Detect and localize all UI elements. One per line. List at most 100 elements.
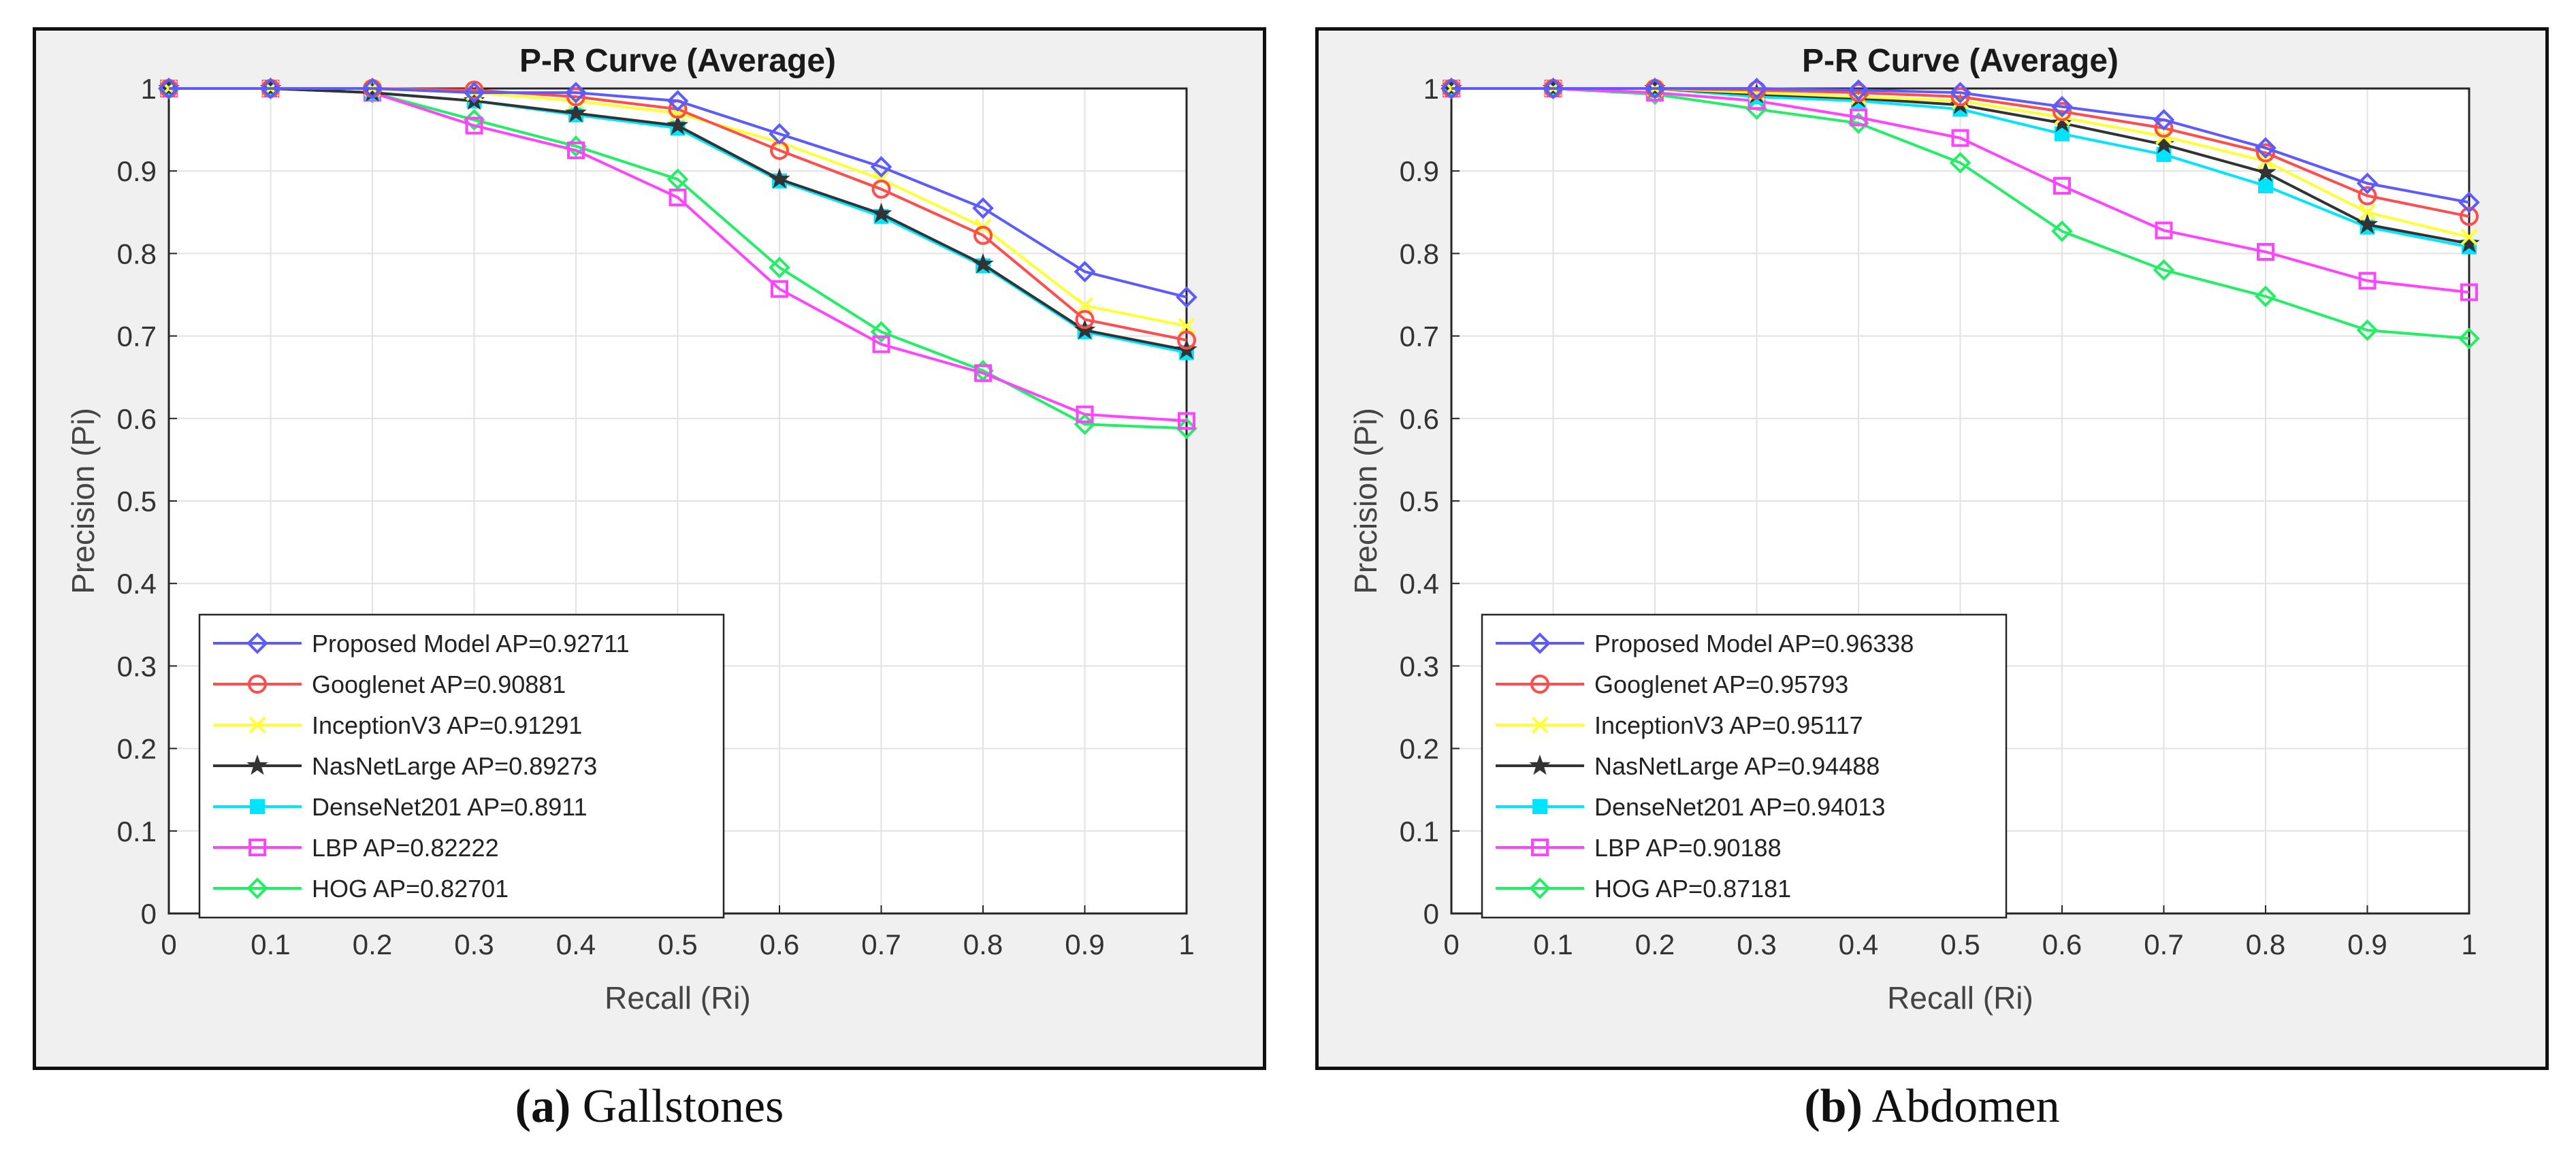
data-point — [1950, 87, 1970, 107]
legend-item: InceptionV3 AP=0.95117 — [1496, 711, 1863, 739]
x-tick-label: 0 — [1443, 928, 1459, 960]
data-point — [972, 197, 994, 219]
legend: Proposed Model AP=0.92711 Googlenet AP=0.… — [198, 613, 725, 919]
x-tick-label: 0.5 — [1940, 928, 1980, 960]
data-point — [1949, 82, 1971, 103]
pr-curve-chart-gallstones: P-R Curve (Average) 0 0.1 0.2 0.3 0.4 0.5 0.6 0.… — [65, 43, 1197, 1016]
data-point — [2356, 319, 2379, 341]
legend-marker — [246, 754, 268, 775]
series-line — [1451, 87, 2470, 294]
y-tick-label: 0.5 — [117, 485, 157, 517]
caption-text: Abdomen — [1871, 1080, 2060, 1133]
x-tick-label: 0.4 — [1839, 928, 1878, 960]
data-point — [973, 225, 993, 245]
x-tick-label: 0.2 — [1635, 928, 1675, 960]
legend-label: Googlenet AP=0.95793 — [1594, 670, 1848, 698]
data-point — [2458, 232, 2480, 253]
data-point — [2356, 213, 2379, 234]
data-point — [1076, 297, 1093, 314]
legend-label: DenseNet201 AP=0.94013 — [1594, 793, 1885, 821]
data-point — [1178, 412, 1195, 430]
data-point — [2155, 221, 2173, 240]
x-tick-label: 0.8 — [963, 928, 1003, 960]
x-tick-label: 0.8 — [2246, 928, 2285, 960]
chart-panel-abdomen: P-R Curve (Average) 0 0.1 0.2 0.3 0.4 0.5 0.6 0.… — [1315, 27, 2549, 1070]
caption-abdomen: (b) Abdomen — [1315, 1080, 2549, 1134]
data-point — [565, 101, 587, 123]
data-point — [872, 335, 890, 353]
series-0 — [158, 78, 1197, 308]
data-point — [769, 257, 790, 278]
y-tick-label: 0.6 — [1400, 403, 1439, 435]
data-point — [2153, 133, 2175, 154]
legend-marker — [1531, 716, 1549, 734]
x-tick-label: 0.2 — [353, 928, 392, 960]
y-tick-label: 0.4 — [1400, 568, 1439, 600]
legend-label: LBP AP=0.82222 — [312, 834, 499, 862]
data-point — [2051, 95, 2073, 118]
legend-label: Proposed Model AP=0.92711 — [312, 630, 630, 658]
x-tick-label: 0.3 — [454, 928, 494, 960]
data-point — [870, 321, 892, 343]
data-point — [769, 167, 790, 189]
data-point — [1542, 78, 1564, 99]
data-point — [463, 82, 485, 103]
data-point — [2458, 191, 2480, 214]
y-tick-label: 0.7 — [1400, 321, 1439, 353]
legend-marker — [246, 632, 268, 654]
legend-label: InceptionV3 AP=0.91291 — [312, 711, 582, 739]
legend-marker — [1529, 754, 1551, 775]
y-tick-label: 1 — [141, 73, 157, 105]
y-tick-label: 0 — [141, 898, 157, 930]
y-tick-label: 0.9 — [1400, 155, 1439, 187]
data-point — [158, 78, 180, 99]
y-tick-label: 0.2 — [117, 733, 157, 765]
legend-label: Googlenet AP=0.90881 — [312, 670, 566, 698]
legend-item: DenseNet201 AP=0.8911 — [213, 793, 587, 821]
legend-item: Proposed Model AP=0.92711 — [213, 630, 630, 658]
data-point — [2358, 272, 2377, 290]
data-point — [666, 114, 689, 135]
y-tick-label: 0.7 — [117, 321, 157, 353]
data-point — [2458, 327, 2480, 350]
y-tick-label: 0.3 — [117, 650, 157, 682]
data-point — [2052, 101, 2072, 121]
legend-marker — [248, 716, 266, 734]
data-point — [870, 202, 892, 223]
legend-label: LBP AP=0.90188 — [1594, 834, 1782, 862]
data-point — [669, 188, 687, 206]
legend-marker — [1529, 632, 1551, 654]
data-point — [1951, 129, 1969, 147]
data-point — [566, 87, 585, 107]
data-point — [871, 179, 891, 199]
data-point — [1075, 310, 1095, 329]
legend-marker — [248, 675, 267, 694]
data-point — [2356, 172, 2379, 195]
legend-item: Googlenet AP=0.90881 — [213, 670, 566, 698]
data-point — [2257, 242, 2274, 261]
data-point — [1074, 319, 1096, 340]
data-point — [1848, 79, 1869, 101]
data-point — [259, 78, 282, 99]
data-point — [2357, 186, 2377, 206]
pr-curve-chart-abdomen: P-R Curve (Average) 0 0.1 0.2 0.3 0.4 0.5 0.6 0.… — [1348, 43, 2480, 1016]
data-point — [465, 116, 483, 135]
x-tick-label: 0.6 — [760, 928, 799, 960]
caption-letter: (b) — [1804, 1080, 1863, 1133]
x-tick-label: 1 — [1178, 928, 1194, 960]
data-point — [1176, 286, 1197, 308]
data-point — [2258, 178, 2273, 194]
legend: Proposed Model AP=0.96338 Googlenet AP=0.… — [1481, 613, 2008, 919]
series-line — [169, 87, 1187, 299]
data-point — [1949, 152, 1971, 174]
data-point — [974, 364, 992, 383]
data-point — [1850, 108, 1867, 127]
legend-label: Proposed Model AP=0.96338 — [1594, 630, 1914, 658]
data-point — [1177, 330, 1196, 350]
series-0 — [1440, 78, 2480, 214]
y-tick-label: 0.6 — [117, 403, 157, 435]
data-point — [2153, 109, 2175, 131]
y-axis-label: Precision (Pi) — [65, 408, 101, 594]
legend-item: Googlenet AP=0.95793 — [1496, 670, 1848, 698]
y-tick-label: 0.1 — [117, 815, 157, 847]
